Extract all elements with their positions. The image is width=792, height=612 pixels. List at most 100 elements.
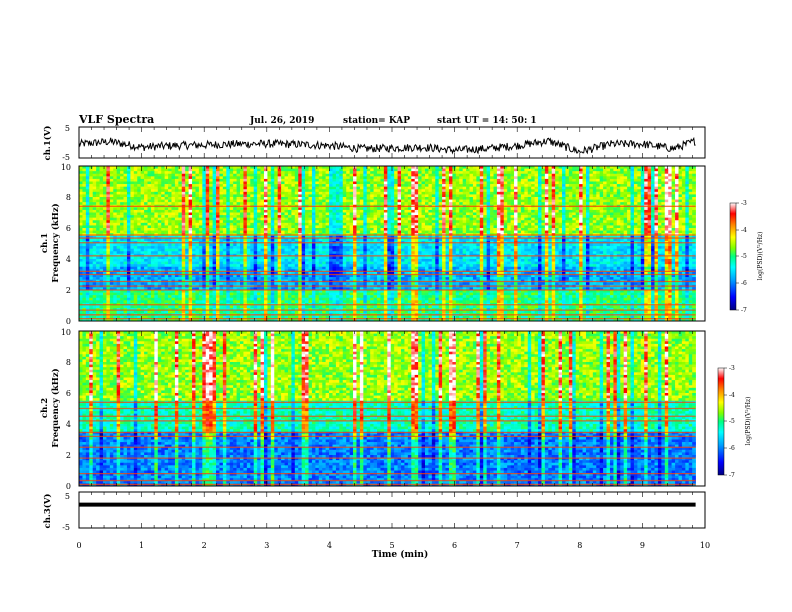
spectrogram-cell <box>374 210 378 213</box>
spectrogram-cell <box>223 176 227 179</box>
spectrogram-cell <box>689 225 693 228</box>
spectrogram-cell <box>302 182 306 185</box>
spectrogram-cell <box>202 194 206 197</box>
spectrogram-cell <box>648 225 652 228</box>
spectrogram-cell <box>511 210 515 213</box>
spectrogram-cell <box>151 220 155 223</box>
spectrogram-cell <box>127 210 131 213</box>
spectrogram-cell <box>627 179 631 182</box>
spectrogram-cell <box>470 197 474 200</box>
spectrogram-cell <box>545 231 549 234</box>
spectrogram-cell <box>333 174 337 177</box>
spectrogram-cell <box>356 210 360 213</box>
spectrogram-cell <box>120 197 124 200</box>
spectrogram-cell <box>675 171 679 174</box>
spectrogram-cell <box>110 197 114 200</box>
spectrogram-cell <box>96 174 100 177</box>
spectrogram-cell <box>79 225 83 228</box>
spectrogram-cell <box>470 179 474 182</box>
spectrogram-cell <box>199 207 203 210</box>
spectrogram-cell <box>247 169 251 172</box>
spectrogram-cell <box>541 202 545 205</box>
spectrogram-cell <box>689 207 693 210</box>
spectrogram-cell <box>446 197 450 200</box>
spectrogram-cell <box>470 200 474 203</box>
spectrogram-cell <box>247 220 251 223</box>
spectrogram-cell <box>576 231 580 234</box>
spectrogram-cell <box>415 189 419 192</box>
spectrogram-cell <box>531 207 535 210</box>
spectrogram-cell <box>394 194 398 197</box>
spectrogram-cell <box>473 228 477 231</box>
spectrogram-cell <box>631 182 635 185</box>
spectrogram-cell <box>439 171 443 174</box>
spectrogram-cell <box>106 169 110 172</box>
spectrogram-cell <box>589 231 593 234</box>
spectrogram-cell <box>124 171 128 174</box>
spectrogram-cell <box>439 184 443 187</box>
spectrogram-cell <box>302 215 306 218</box>
spectrogram-cell <box>548 182 552 185</box>
spectrogram-cell <box>288 174 292 177</box>
spectrogram-cell <box>89 202 93 205</box>
spectrogram-cell <box>100 174 104 177</box>
spectrogram-cell <box>206 197 210 200</box>
spectrogram-cell <box>613 192 617 195</box>
spectrogram-cell <box>541 225 545 228</box>
spectrogram-cell <box>230 231 234 234</box>
spectrogram-cell <box>442 220 446 223</box>
spectrogram-cell <box>291 192 295 195</box>
spectrogram-cell <box>596 197 600 200</box>
spectrogram-cell <box>655 228 659 231</box>
spectrogram-cell <box>459 220 463 223</box>
spectrogram-cell <box>408 202 412 205</box>
spectrogram-cell <box>295 220 299 223</box>
spectrogram-cell <box>267 207 271 210</box>
spectrogram-cell <box>644 194 648 197</box>
spectrogram-cell <box>302 225 306 228</box>
spectrogram-cell <box>624 213 628 216</box>
spectrogram-cell <box>322 189 326 192</box>
spectrogram-cell <box>442 174 446 177</box>
spectrogram-cell <box>171 225 175 228</box>
spectrogram-cell <box>127 187 131 190</box>
spectrogram-cell <box>148 223 152 226</box>
spectrogram-cell <box>175 210 179 213</box>
spectrogram-cell <box>541 187 545 190</box>
spectrogram-cell <box>682 202 686 205</box>
spectrogram-cell <box>363 192 367 195</box>
spectrogram-cell <box>675 176 679 179</box>
spectrogram-cell <box>422 225 426 228</box>
spectrogram-cell <box>418 192 422 195</box>
spectrogram-cell <box>117 182 121 185</box>
spectrogram-cell <box>285 171 289 174</box>
spectrogram-cell <box>110 176 114 179</box>
spectrogram-cell <box>161 202 165 205</box>
spectrogram-cell <box>343 228 347 231</box>
spectrogram-cell <box>579 192 583 195</box>
spectrogram-cell <box>199 179 203 182</box>
spectrogram-cell <box>552 213 556 216</box>
spectrogram-cell <box>446 174 450 177</box>
spectrogram-cell <box>682 184 686 187</box>
spectrogram-cell <box>267 202 271 205</box>
spectrogram-cell <box>541 179 545 182</box>
spectrogram-cell <box>641 182 645 185</box>
spectrogram-cell <box>637 192 641 195</box>
spectrogram-cell <box>644 228 648 231</box>
spectrogram-cell <box>579 174 583 177</box>
spectrogram-cell <box>644 231 648 234</box>
spectrogram-cell <box>322 218 326 221</box>
spectrogram-cell <box>404 200 408 203</box>
spectrogram-cell <box>185 194 189 197</box>
spectrogram-cell <box>295 192 299 195</box>
spectrogram-cell <box>168 174 172 177</box>
spectrogram-cell <box>452 228 456 231</box>
spectrogram-cell <box>627 184 631 187</box>
spectrogram-cell <box>257 215 261 218</box>
spectrogram-cell <box>617 207 621 210</box>
spectrogram-cell <box>596 174 600 177</box>
spectrogram-cell <box>408 200 412 203</box>
spectrogram-cell <box>398 179 402 182</box>
spectrogram-cell <box>315 171 319 174</box>
